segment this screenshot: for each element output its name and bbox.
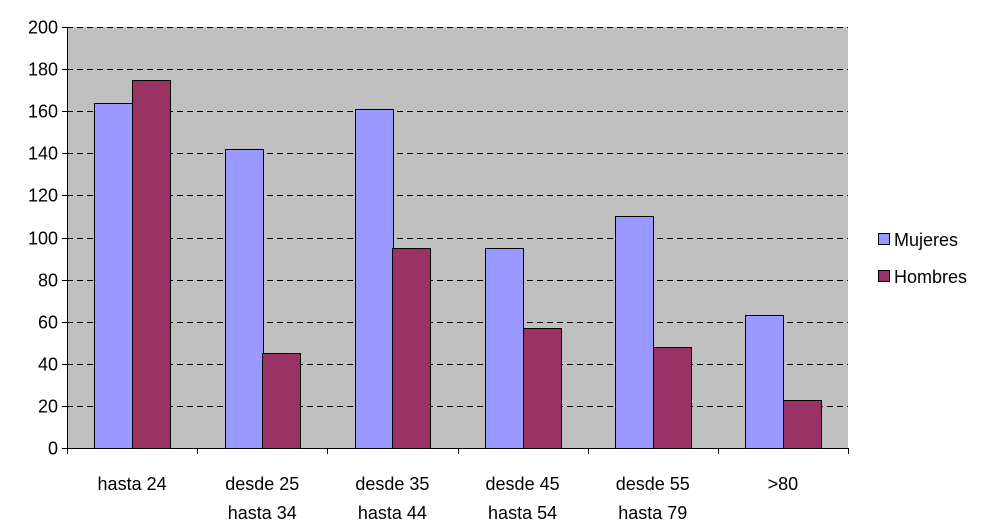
bar-mujeres-1 — [225, 149, 264, 449]
x-tick-label: hasta 54 — [488, 503, 557, 523]
bar-mujeres-3 — [485, 248, 524, 449]
y-tick-label: 200 — [28, 18, 58, 38]
y-tick-label: 160 — [28, 102, 58, 122]
x-tick-label: hasta 24 — [98, 474, 167, 494]
x-tick-label: desde 35 — [355, 474, 429, 494]
y-tick-label: 100 — [28, 229, 58, 249]
y-tick-label: 120 — [28, 186, 58, 206]
bar-mujeres-5 — [745, 315, 784, 449]
axes: 0 20 40 60 80 100 120 140 160 180 200 hasta 24 desde… — [28, 18, 849, 523]
bar-mujeres-0 — [94, 103, 133, 449]
x-tick-label: desde 25 — [225, 474, 299, 494]
bar-hombres-5 — [783, 400, 822, 449]
y-tick-label: 140 — [28, 144, 58, 164]
legend-swatch-hombres — [878, 270, 890, 282]
x-tick-label: hasta 44 — [358, 503, 427, 523]
x-tick-label: desde 45 — [486, 474, 560, 494]
bar-mujeres-2 — [355, 109, 394, 449]
bar-hombres-1 — [262, 353, 301, 449]
plot-background — [67, 27, 848, 448]
legend-swatch-mujeres — [878, 233, 890, 245]
plot-area — [67, 27, 848, 448]
y-tick-label: 20 — [38, 397, 58, 417]
x-tick-label: hasta 79 — [618, 503, 687, 523]
y-tick-label: 60 — [38, 313, 58, 333]
bar-mujeres-4 — [615, 216, 654, 449]
y-tick-label: 80 — [38, 271, 58, 291]
x-tick-label: hasta 34 — [228, 503, 297, 523]
bar-hombres-2 — [392, 248, 431, 449]
bar-hombres-0 — [132, 80, 171, 449]
legend: Mujeres Hombres — [878, 230, 967, 287]
legend-label-hombres: Hombres — [894, 267, 967, 287]
x-tick-label: desde 55 — [616, 474, 690, 494]
legend-label-mujeres: Mujeres — [894, 230, 958, 250]
bar-hombres-3 — [523, 328, 562, 449]
y-tick-label: 180 — [28, 60, 58, 80]
bar-hombres-4 — [653, 347, 692, 449]
y-tick-label: 0 — [48, 439, 58, 459]
y-tick-label: 40 — [38, 355, 58, 375]
x-tick-label: >80 — [768, 474, 799, 494]
